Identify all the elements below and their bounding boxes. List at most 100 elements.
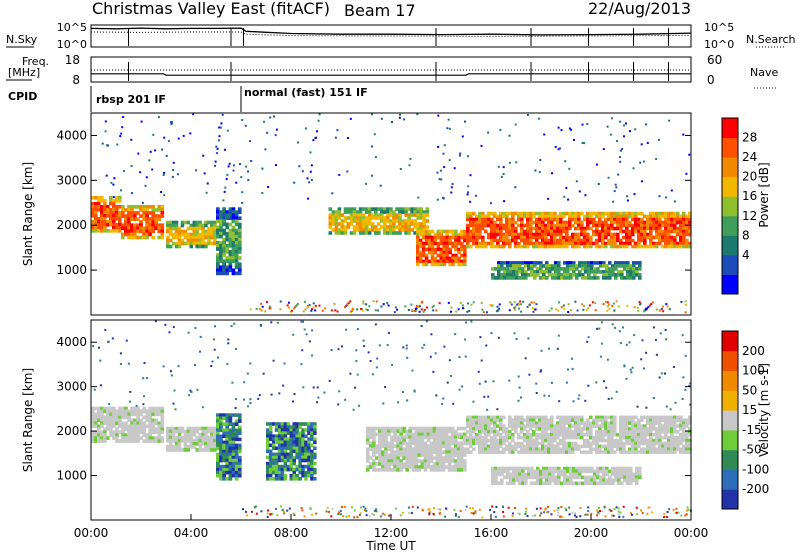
echo-cell [171, 235, 176, 240]
echo-cell [530, 469, 534, 474]
echo-cell [133, 430, 137, 434]
echo-cell [625, 430, 629, 434]
echo-cell [512, 469, 516, 474]
echo-cell [535, 244, 539, 249]
echo-cell [283, 443, 288, 448]
echo-cell [496, 438, 500, 443]
echo-cell [201, 448, 205, 452]
echo-speckle [337, 403, 340, 406]
power-panel-frame [90, 112, 692, 316]
echo-cell [505, 211, 509, 216]
echo-cell [562, 214, 566, 219]
echo-cell [544, 424, 548, 428]
ytick-label: 3000 [56, 173, 87, 187]
echo-cell [535, 441, 539, 446]
echo-cell [638, 466, 642, 471]
echo-cell [183, 432, 188, 437]
echo-cell [664, 235, 668, 240]
echo-cell [418, 256, 423, 261]
echo-cell [457, 241, 461, 246]
echo-cell [372, 465, 376, 469]
echo-speckle [371, 145, 373, 148]
echo-cell [625, 433, 629, 437]
echo-cell [505, 433, 509, 437]
echo-cell [688, 229, 692, 234]
echo-cell [556, 220, 560, 225]
echo-cell [688, 447, 692, 451]
echo-cell [106, 436, 110, 440]
echo-cell [337, 231, 342, 235]
echo-cell [490, 415, 494, 420]
echo-cell [511, 438, 515, 443]
echo-speckle [399, 168, 402, 170]
echo-cell [640, 232, 644, 237]
echo-cell [441, 444, 446, 448]
echo-cell [295, 425, 299, 429]
echo-cell [447, 465, 452, 469]
echo-cell [408, 447, 412, 451]
echo-cell [685, 441, 689, 446]
echo-cell [670, 229, 674, 234]
echo-cell [646, 433, 650, 437]
echo-cell [454, 259, 458, 264]
echo-cell [286, 422, 291, 426]
echo-cell [355, 213, 360, 217]
echo-cell [112, 406, 116, 411]
echo-cell [387, 432, 391, 437]
echo-cell [286, 446, 291, 451]
echo-cell [658, 211, 662, 216]
echo-cell [222, 271, 226, 276]
echo-cell [487, 427, 491, 431]
echo-cell [562, 438, 566, 443]
echo-cell [475, 238, 479, 243]
echo-cell [381, 450, 385, 454]
echo-cell [222, 231, 226, 236]
echo-cell [629, 472, 633, 477]
echo-cell [289, 443, 293, 448]
echo-cell [655, 438, 659, 443]
echo-cell [225, 247, 230, 251]
echo-cell [210, 438, 214, 443]
echo-cell [274, 446, 279, 451]
echo-cell [109, 214, 113, 218]
echo-cell [568, 235, 572, 240]
echo-cell [629, 267, 633, 271]
echo-speckle [439, 169, 442, 172]
echo-cell [118, 412, 122, 417]
echo-cell [682, 241, 686, 246]
echo-cell [216, 253, 220, 257]
echo-cell [204, 426, 208, 431]
echo-cell [613, 421, 617, 425]
echo-speckle [502, 166, 505, 169]
echo-cell [679, 421, 683, 425]
echo-cell [219, 259, 223, 263]
echo-cell [450, 459, 455, 463]
echo-cell [679, 447, 683, 451]
echo-cell [289, 446, 293, 451]
echo-cell [364, 225, 369, 229]
echo-cell [180, 238, 185, 243]
echo-cell [547, 229, 551, 234]
echo-cell [228, 207, 233, 211]
echo-cell [280, 455, 285, 460]
echo-cell [502, 438, 506, 443]
echo-cell [186, 241, 191, 246]
echo-cell [352, 210, 357, 214]
echo-cell [580, 450, 584, 454]
echo-cell [547, 447, 551, 451]
echo-cell [234, 271, 239, 276]
echo-cell [505, 427, 509, 431]
echo-cell [216, 244, 220, 248]
echo-speckle [518, 386, 521, 389]
echo-cell [442, 229, 446, 234]
echo-speckle [217, 139, 220, 142]
echo-cell [109, 211, 113, 215]
echo-cell [596, 261, 600, 265]
echo-cell [398, 207, 402, 211]
echo-cell [399, 462, 403, 466]
echo-speckle [664, 372, 666, 375]
echo-cell [604, 415, 608, 420]
echo-cell [410, 213, 414, 217]
echo-cell [568, 421, 572, 425]
